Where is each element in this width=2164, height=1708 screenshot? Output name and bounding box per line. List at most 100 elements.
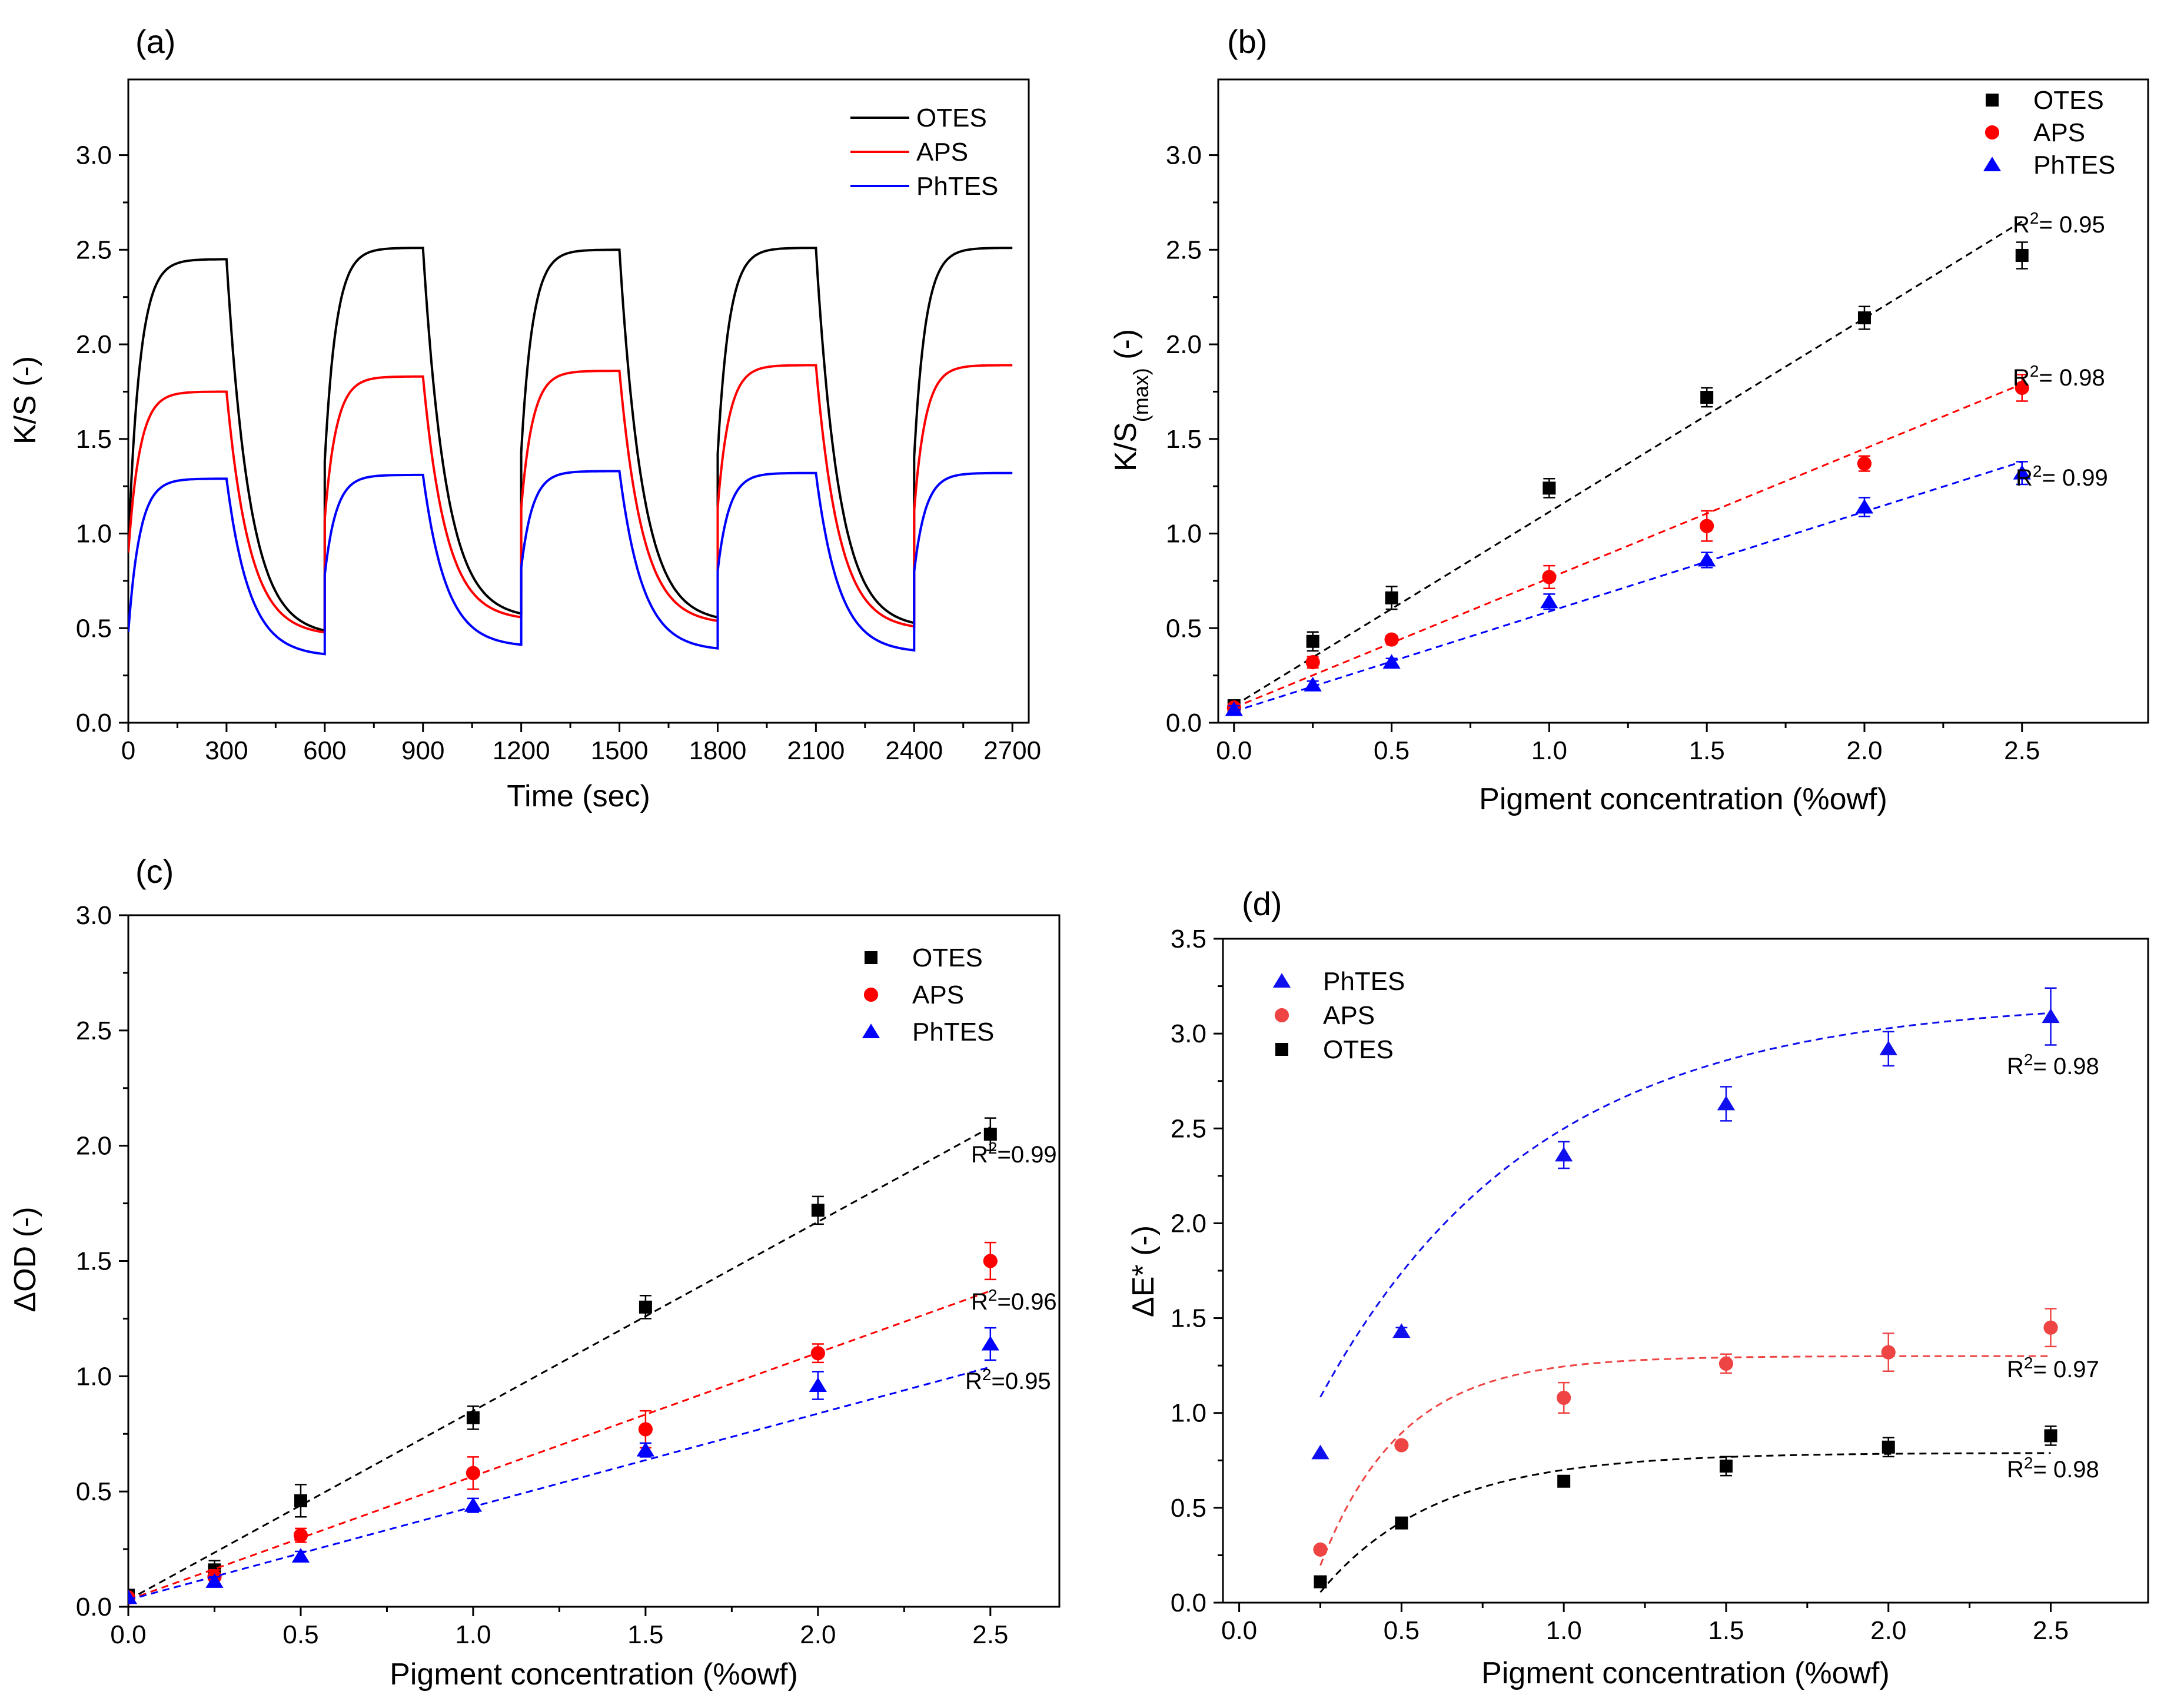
legend-marker-otes — [865, 951, 877, 964]
r2-value: = 0.99 — [2042, 465, 2108, 491]
y-tick-label: 0.5 — [1166, 614, 1202, 643]
data-point-aps — [638, 1422, 653, 1437]
data-point-aps — [1394, 1438, 1409, 1453]
r2-annotation-phtes: R2=0.95 — [965, 1365, 1051, 1395]
x-tick-label: 2.0 — [1870, 1616, 1906, 1645]
y-axis-title: ΔOD (-) — [8, 1207, 42, 1312]
x-tick-label: 2.5 — [2033, 1616, 2069, 1645]
data-point-otes — [1314, 1575, 1327, 1589]
x-tick-label: 2.0 — [1846, 736, 1882, 765]
r2-annotation-phtes: R2= 0.98 — [2007, 1051, 2099, 1080]
legend-marker-aps — [1985, 125, 2000, 140]
x-tick-label: 1200 — [493, 736, 550, 765]
data-point-phtes — [2042, 1008, 2060, 1024]
r2-letter: R — [971, 1289, 988, 1315]
y-tick-label: 2.5 — [76, 235, 112, 264]
data-point-otes — [1719, 1459, 1733, 1473]
data-layer — [128, 247, 1013, 656]
data-point-phtes — [2013, 464, 2031, 480]
chart-panel-1: (b) 0.0 0.5 1.0 1.5 2.0 2.5 0.0 0.5 1.0 1.5 2.0 2.5 3… — [1109, 23, 2149, 816]
legend-label: PhTES — [916, 172, 998, 201]
data-point-otes — [2044, 1429, 2057, 1443]
y-tick-label: 0.5 — [76, 1477, 112, 1506]
y-tick-label: 3.0 — [1166, 141, 1202, 170]
x-tick-label: 0.5 — [282, 1620, 318, 1649]
legend: PhTES APS OTES — [1272, 967, 1405, 1064]
y-axis-title: ΔE* (-) — [1126, 1225, 1161, 1317]
y-tick-label: 2.0 — [76, 1132, 112, 1161]
x-tick-label: 2100 — [787, 736, 845, 765]
data-point-phtes — [1879, 1041, 1897, 1055]
y-tick-label: 3.0 — [76, 141, 112, 170]
fit-curve-phtes — [1319, 1012, 2051, 1398]
data-point-otes — [639, 1300, 652, 1314]
x-tick-label: 0.5 — [1374, 736, 1410, 765]
fit-line-phtes — [1234, 460, 2023, 713]
plot-frame — [1217, 78, 2149, 724]
x-tick-label: 2.0 — [800, 1620, 836, 1649]
data-point-aps — [1313, 1542, 1328, 1557]
y-axis-title: K/S (-) — [8, 356, 42, 444]
data-point-otes — [1395, 1516, 1408, 1530]
x-tick-label: 0 — [121, 736, 135, 765]
fit-line-aps — [1234, 383, 2023, 709]
data-point-aps — [293, 1528, 308, 1543]
data-point-aps — [1718, 1356, 1734, 1371]
x-axis-title: Pigment concentration (%owf) — [1481, 1656, 1890, 1690]
x-tick-label: 2400 — [885, 736, 943, 765]
y-tick-label: 2.5 — [1171, 1114, 1206, 1143]
series-line-otes — [128, 247, 1013, 632]
panel-label: (d) — [1242, 885, 1282, 922]
data-point-phtes — [1540, 593, 1558, 609]
data-point-otes — [1543, 481, 1556, 495]
y-tick-label: 1.5 — [76, 1247, 112, 1276]
legend-label: APS — [1323, 1001, 1375, 1030]
y-axis-title: K/S(max) (-) — [1109, 329, 1153, 471]
panel-label: (a) — [135, 23, 175, 60]
r2-annotation-otes: R2= 0.98 — [2007, 1454, 2099, 1483]
legend: OTES APS PhTES — [1983, 86, 2115, 180]
data-point-phtes — [1304, 676, 1322, 692]
r2-letter: R — [2007, 1457, 2024, 1483]
fit-curve-otes — [1319, 1452, 2051, 1593]
y-tick-label: 0.0 — [1171, 1589, 1206, 1617]
fit-curve-aps — [1319, 1355, 2051, 1566]
y-tick-label: 0.0 — [76, 1593, 112, 1621]
legend-marker-phtes — [1272, 973, 1291, 988]
data-point-phtes — [636, 1441, 655, 1457]
x-tick-label: 2.5 — [972, 1620, 1008, 1649]
legend-marker-aps — [863, 987, 879, 1002]
r2-value: =0.99 — [997, 1142, 1056, 1168]
legend-label: PhTES — [912, 1018, 994, 1046]
r2-value: = 0.98 — [2033, 1457, 2099, 1483]
x-axis-title: Pigment concentration (%owf) — [390, 1657, 798, 1692]
x-tick-label: 1.5 — [627, 1620, 663, 1649]
legend-marker-phtes — [862, 1024, 880, 1038]
y-tick-label: 0.5 — [76, 614, 112, 643]
legend: OTES APS PhTES — [862, 943, 994, 1046]
r2-letter: R — [2016, 465, 2033, 491]
data-point-phtes — [291, 1548, 310, 1563]
r2-exponent: 2 — [2033, 462, 2042, 480]
r2-value: =0.96 — [997, 1289, 1056, 1315]
data-point-otes — [1857, 311, 1871, 325]
x-tick-label: 0.5 — [1384, 1616, 1420, 1645]
legend-label: PhTES — [2033, 151, 2115, 180]
x-tick-label: 0.0 — [1221, 1616, 1257, 1645]
r2-exponent: 2 — [2030, 209, 2039, 227]
r2-exponent: 2 — [2024, 1454, 2033, 1472]
fit-line-aps — [128, 1290, 991, 1601]
r2-letter: R — [2013, 212, 2030, 238]
legend: OTES APS PhTES — [850, 104, 998, 201]
data-point-phtes — [1698, 551, 1716, 567]
r2-annotation-aps: R2=0.96 — [971, 1286, 1057, 1315]
legend-label: APS — [2033, 118, 2085, 147]
r2-annotation-aps: R2= 0.98 — [2013, 362, 2105, 391]
legend-label: OTES — [2033, 86, 2104, 115]
data-point-aps — [1857, 456, 1872, 471]
data-point-phtes — [1382, 654, 1401, 669]
y-tick-label: 1.5 — [76, 425, 112, 454]
y-tick-label: 1.5 — [1171, 1304, 1206, 1333]
x-tick-label: 2.5 — [2004, 736, 2040, 765]
data-point-otes — [2015, 248, 2029, 262]
